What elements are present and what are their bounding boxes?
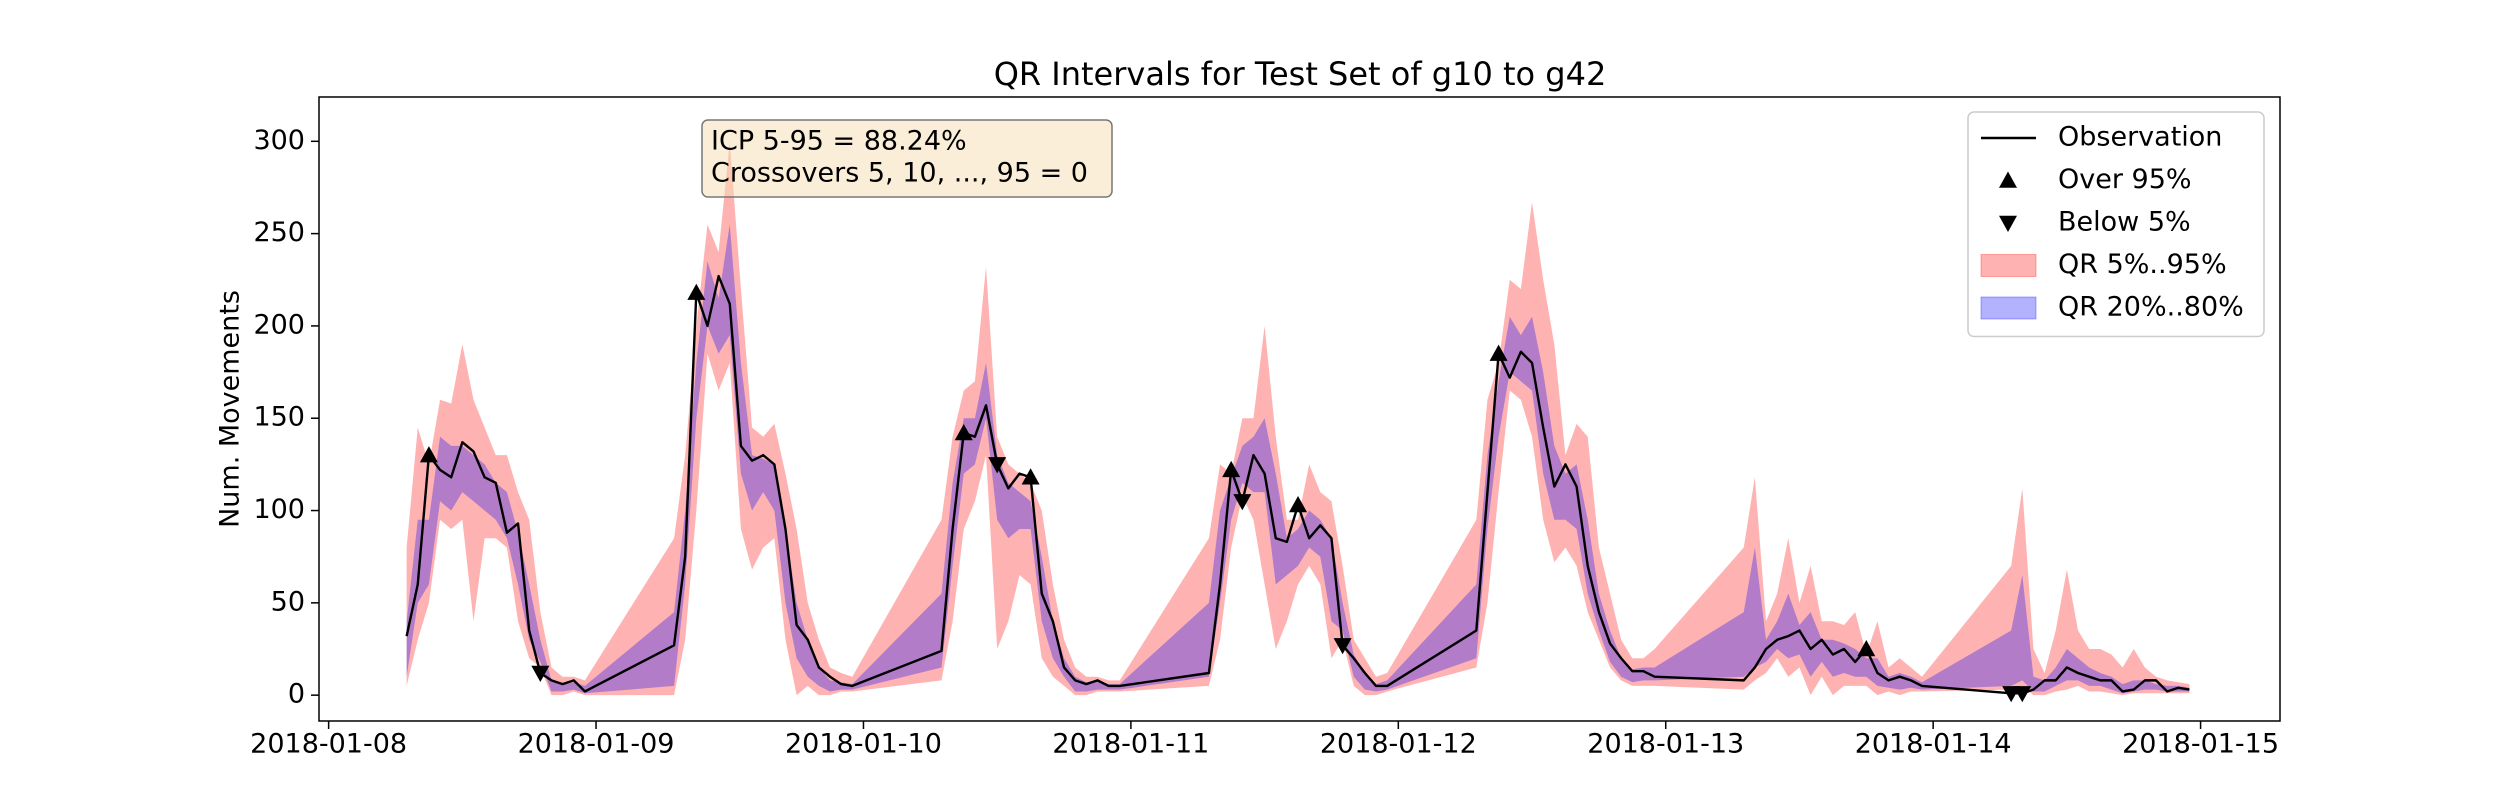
legend-label: Observation bbox=[2058, 122, 2222, 153]
annotation-box bbox=[701, 119, 1113, 198]
marker bbox=[988, 457, 1007, 474]
legend-handle bbox=[1980, 254, 2037, 277]
marker bbox=[1233, 494, 1252, 511]
x-tick-label: 2018-01-14 bbox=[1855, 729, 2012, 760]
marker bbox=[1289, 496, 1308, 513]
marker bbox=[1021, 468, 1040, 485]
band bbox=[406, 141, 2190, 696]
y-axis-label: Num. Movements bbox=[215, 290, 246, 528]
x-tick-label: 2018-01-12 bbox=[1320, 729, 1477, 760]
marker bbox=[1857, 640, 1876, 657]
legend: Observation Over 95% Below 5% QR 5%..95% QR … bbox=[1967, 111, 2265, 338]
band bbox=[406, 224, 2190, 694]
y-tick-label: 100 bbox=[253, 494, 305, 525]
chart-title: QR Intervals for Test Set of g10 to g42 bbox=[994, 55, 1607, 93]
annotation: ICP 5-95 = 88.24%Crossovers 5, 10, ..., … bbox=[701, 119, 1113, 198]
marker bbox=[1489, 344, 1508, 361]
marker bbox=[954, 424, 973, 441]
legend-handle bbox=[1980, 296, 2037, 320]
y-tick-label: 0 bbox=[288, 679, 305, 710]
annotation-text: ICP 5-95 = 88.24% bbox=[711, 126, 967, 157]
legend-label: Below 5% bbox=[2058, 207, 2191, 238]
marker bbox=[687, 283, 706, 300]
y-tick-label: 250 bbox=[253, 217, 305, 248]
y-tick-label: 150 bbox=[253, 402, 305, 433]
marker bbox=[2013, 686, 2032, 703]
plot-area bbox=[405, 141, 2190, 703]
x-tick-label: 2018-01-10 bbox=[785, 729, 942, 760]
plot-frame bbox=[318, 96, 2281, 722]
legend-label: QR 20%..80% bbox=[2058, 292, 2244, 323]
x-tick-label: 2018-01-08 bbox=[250, 729, 407, 760]
x-tick-label: 2018-01-09 bbox=[518, 729, 675, 760]
legend-handle bbox=[1999, 215, 2017, 232]
marker bbox=[419, 446, 438, 463]
marker bbox=[1222, 460, 1241, 478]
y-tick-label: 50 bbox=[271, 586, 305, 617]
annotation-text: Crossovers 5, 10, ..., 95 = 0 bbox=[711, 158, 1088, 189]
marker bbox=[1333, 638, 1352, 655]
legend-box bbox=[1967, 111, 2265, 338]
marker bbox=[531, 665, 550, 682]
legend-label: Over 95% bbox=[2058, 164, 2192, 195]
y-tick-label: 200 bbox=[253, 309, 305, 340]
x-tick-label: 2018-01-15 bbox=[2122, 729, 2279, 760]
x-tick-label: 2018-01-13 bbox=[1587, 729, 1744, 760]
x-tick-label: 2018-01-11 bbox=[1052, 729, 1209, 760]
legend-label: QR 5%..95% bbox=[2058, 249, 2227, 280]
legend-handle bbox=[1999, 171, 2017, 188]
y-tick-label: 300 bbox=[253, 125, 305, 156]
